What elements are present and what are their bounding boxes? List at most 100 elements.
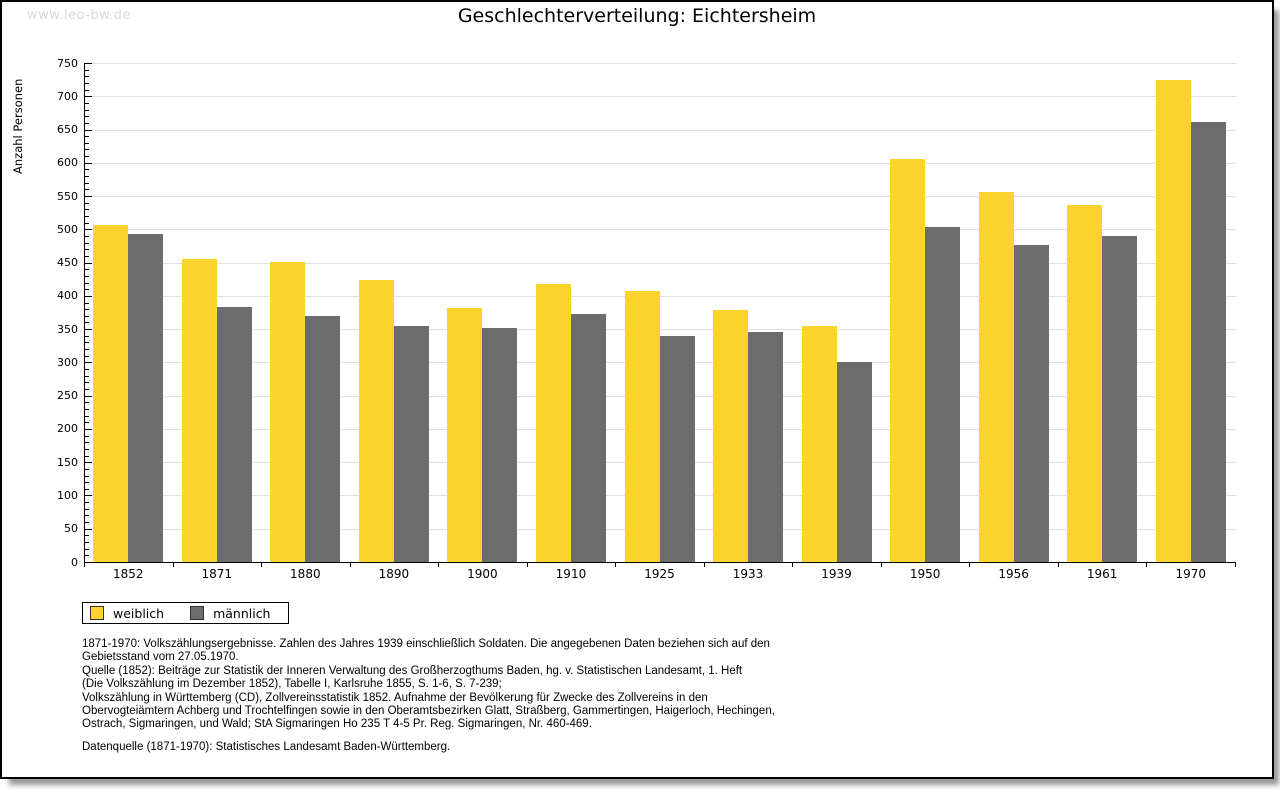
footnote-line: (Die Volkszählung im Dezember 1852), Tab… xyxy=(82,678,502,691)
bar-weiblich-1950 xyxy=(890,159,926,562)
x-axis-label: 1880 xyxy=(290,567,321,581)
x-axis-label: 1961 xyxy=(1086,567,1118,581)
y-tick-label: 300 xyxy=(57,355,78,369)
y-minor-tick xyxy=(85,502,89,504)
y-minor-tick xyxy=(85,415,89,417)
y-major-tick xyxy=(85,196,92,198)
bar-männlich-1871 xyxy=(216,307,252,562)
y-tick-label: 500 xyxy=(57,222,78,236)
legend-swatch-maennlich xyxy=(190,606,205,620)
y-minor-tick xyxy=(85,102,89,104)
y-minor-tick xyxy=(85,169,89,171)
x-axis-label: 1939 xyxy=(821,567,852,581)
y-axis-line xyxy=(84,63,85,563)
bar-weiblich-1970 xyxy=(1155,80,1191,562)
y-minor-tick xyxy=(85,535,89,537)
y-minor-tick xyxy=(85,488,89,490)
y-minor-tick xyxy=(85,555,89,557)
y-minor-tick xyxy=(85,69,89,71)
x-axis-label: 1970 xyxy=(1175,567,1206,581)
y-major-tick xyxy=(85,96,92,98)
y-major-tick xyxy=(85,162,92,164)
y-minor-tick xyxy=(85,182,89,184)
x-axis-label: 1933 xyxy=(732,567,764,581)
y-minor-tick xyxy=(85,109,89,111)
y-minor-tick xyxy=(85,349,89,351)
y-minor-tick xyxy=(85,289,89,291)
y-minor-tick xyxy=(85,369,89,371)
y-major-tick xyxy=(85,395,92,397)
x-tick xyxy=(349,563,351,567)
y-minor-tick xyxy=(85,402,89,404)
y-tick-label: 350 xyxy=(57,322,78,336)
bar-männlich-1900 xyxy=(482,328,518,562)
y-tick-label: 100 xyxy=(57,488,78,502)
bar-weiblich-1925 xyxy=(624,291,660,562)
y-major-tick xyxy=(85,295,92,297)
bar-weiblich-1956 xyxy=(978,192,1014,562)
bar-weiblich-1880 xyxy=(270,262,306,562)
x-axis-label: 1852 xyxy=(112,567,144,581)
bar-männlich-1956 xyxy=(1013,245,1049,562)
x-axis-label: 1900 xyxy=(467,567,498,581)
y-minor-tick xyxy=(85,269,89,271)
y-major-tick xyxy=(85,495,92,497)
y-tick-label: 250 xyxy=(57,389,78,403)
legend-label-maennlich: männlich xyxy=(213,605,271,621)
bar-weiblich-1933 xyxy=(713,310,749,562)
footnote-line: Gebietsstand vom 27.05.1970. xyxy=(82,651,239,664)
y-tick-label: 400 xyxy=(57,289,78,303)
gridline xyxy=(85,162,1236,164)
y-tick-label: 550 xyxy=(57,189,78,203)
bar-männlich-1852 xyxy=(128,234,164,562)
x-tick xyxy=(615,563,617,567)
y-minor-tick xyxy=(85,282,89,284)
bar-männlich-1950 xyxy=(925,227,961,562)
y-major-tick xyxy=(85,528,92,530)
gridline xyxy=(85,262,1236,264)
y-minor-tick xyxy=(85,442,89,444)
y-minor-tick xyxy=(85,548,89,550)
y-minor-tick xyxy=(85,342,89,344)
y-tick-label: 450 xyxy=(57,256,78,270)
bar-männlich-1890 xyxy=(393,326,429,562)
y-minor-tick xyxy=(85,156,89,158)
bar-männlich-1933 xyxy=(748,332,784,562)
bar-weiblich-1890 xyxy=(358,280,394,562)
y-minor-tick xyxy=(85,176,89,178)
y-minor-tick xyxy=(85,116,89,118)
x-tick xyxy=(1057,563,1059,567)
y-minor-tick xyxy=(85,249,89,251)
footnote-line: Volkszählung in Württemberg (CD), Zollve… xyxy=(82,691,708,704)
y-minor-tick xyxy=(85,222,89,224)
y-major-tick xyxy=(85,428,92,430)
y-tick-label: 50 xyxy=(64,522,78,536)
footnote-line: Ostrach, Sigmaringen, und Wald; StA Sigm… xyxy=(82,718,592,731)
watermark: www.leo-bw.de xyxy=(27,8,131,23)
gridline xyxy=(85,129,1236,131)
bar-weiblich-1939 xyxy=(801,326,837,562)
x-tick xyxy=(526,563,528,567)
y-minor-tick xyxy=(85,216,89,218)
y-major-tick xyxy=(85,362,92,364)
y-tick-label: 650 xyxy=(57,123,78,137)
chart-page: www.leo-bw.de Geschlechterverteilung: Ei… xyxy=(0,0,1274,779)
y-tick-label: 700 xyxy=(57,89,78,103)
x-axis-label: 1956 xyxy=(998,567,1029,581)
y-minor-tick xyxy=(85,255,89,257)
x-axis-label: 1925 xyxy=(644,567,675,581)
y-tick-label: 0 xyxy=(71,555,78,569)
y-minor-tick xyxy=(85,309,89,311)
gridline xyxy=(85,196,1236,198)
y-minor-tick xyxy=(85,408,89,410)
y-minor-tick xyxy=(85,448,89,450)
y-minor-tick xyxy=(85,382,89,384)
gridline xyxy=(85,229,1236,231)
y-minor-tick xyxy=(85,355,89,357)
y-minor-tick xyxy=(85,322,89,324)
y-tick-label: 600 xyxy=(57,156,78,170)
y-minor-tick xyxy=(85,142,89,144)
y-minor-tick xyxy=(85,242,89,244)
x-axis-label: 1910 xyxy=(555,567,587,581)
y-minor-tick xyxy=(85,375,89,377)
